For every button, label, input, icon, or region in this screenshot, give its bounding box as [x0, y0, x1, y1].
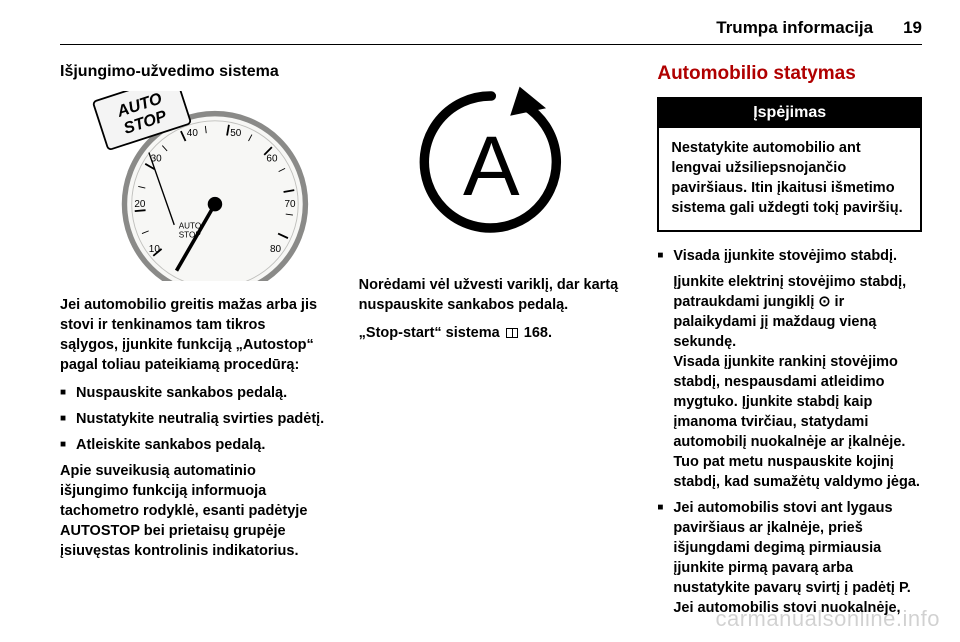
column-middle: A Norėdami vėl užvesti variklį, dar kart…	[359, 63, 624, 624]
svg-text:60: 60	[266, 154, 278, 165]
col1-paragraph-2: Apie suveikusią automatinio išjungimo fu…	[60, 461, 325, 561]
header-title: Trumpa informacija	[716, 18, 873, 38]
svg-text:40: 40	[187, 128, 199, 139]
parking-heading: Automobilio statymas	[657, 63, 922, 85]
manual-page: Trumpa informacija 19 Išjungimo-užvedimo…	[0, 0, 960, 642]
col3-bullet-list: Visada įjunkite stovėjimo stabdį.	[657, 246, 922, 266]
svg-text:20: 20	[134, 199, 146, 210]
svg-text:70: 70	[285, 199, 297, 210]
manual-reference-icon	[506, 328, 518, 338]
warning-box: Įspėjimas Nestatykite automobilio ant le…	[657, 97, 922, 232]
svg-text:A: A	[463, 118, 520, 213]
col1-bullet-1: Nuspauskite sankabos pedalą.	[60, 383, 325, 403]
col2-p2-prefix: „Stop-start“ sistema	[359, 325, 504, 341]
col3-bullet-1: Visada įjunkite stovėjimo stabdį.	[657, 246, 922, 266]
svg-text:AUTO: AUTO	[179, 222, 201, 231]
content-columns: Išjungimo-užvedimo sistema 10 20 30 40 5…	[60, 63, 922, 624]
col3-bullet-1-sub: Įjunkite elektrinį stovėjimo stabdį, pat…	[657, 272, 922, 492]
col1-paragraph-1: Jei automobilio greitis mažas arba jis s…	[60, 295, 325, 375]
autostart-icon-figure: A	[359, 63, 624, 261]
watermark-text: carmanualsonline.info	[715, 606, 940, 632]
warning-title: Įspėjimas	[659, 99, 920, 128]
col1-bullet-list: Nuspauskite sankabos pedalą. Nustatykite…	[60, 383, 325, 455]
col2-paragraph-1: Norėdami vėl užvesti variklį, dar kartą …	[359, 275, 624, 315]
col3-bullet-list-2: Jei automobilis stovi ant lygaus pavirši…	[657, 498, 922, 618]
svg-text:50: 50	[230, 128, 242, 139]
warning-body: Nestatykite automobilio ant lengvai užsi…	[659, 128, 920, 230]
svg-text:10: 10	[149, 244, 161, 255]
col3-bullet-2: Jei automobilis stovi ant lygaus pavirši…	[657, 498, 922, 618]
tachometer-figure: 10 20 30 40 50 60 70 80	[60, 91, 325, 281]
stop-start-heading: Išjungimo-užvedimo sistema	[60, 63, 325, 81]
col2-p2-ref: 168.	[524, 325, 552, 341]
col2-paragraph-2: „Stop-start“ sistema 168.	[359, 323, 624, 343]
col1-bullet-3: Atleiskite sankabos pedalą.	[60, 435, 325, 455]
col1-bullet-2: Nustatykite neutralią svirties padėtį.	[60, 409, 325, 429]
header-page-number: 19	[903, 18, 922, 38]
page-header: Trumpa informacija 19	[60, 18, 922, 45]
column-right: Automobilio statymas Įspėjimas Nestatyki…	[657, 63, 922, 624]
column-left: Išjungimo-užvedimo sistema 10 20 30 40 5…	[60, 63, 325, 624]
svg-text:80: 80	[270, 244, 282, 255]
